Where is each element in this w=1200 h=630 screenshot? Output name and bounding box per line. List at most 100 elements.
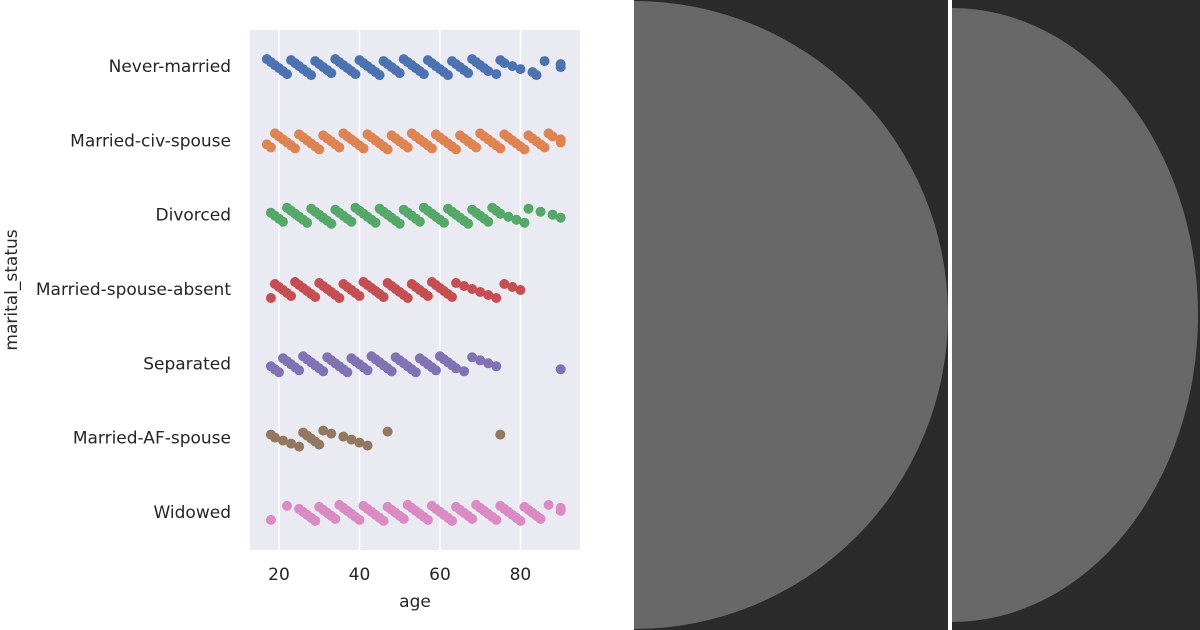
y-tick-label: Never-married (109, 57, 231, 77)
point (547, 209, 558, 220)
point (507, 282, 518, 292)
point (282, 500, 293, 511)
point (370, 217, 381, 228)
point (443, 70, 453, 81)
point (547, 131, 558, 142)
point (310, 292, 321, 302)
point (491, 293, 502, 303)
point (282, 69, 293, 80)
point (467, 284, 478, 294)
point (342, 367, 353, 378)
x-tick-label: 20 (268, 565, 290, 585)
point (354, 514, 365, 525)
point (294, 441, 305, 452)
x-tick-label: 80 (510, 565, 532, 585)
point (318, 366, 329, 377)
point (374, 70, 385, 81)
point (358, 143, 369, 154)
x-tick-label: 40 (349, 565, 371, 585)
point (330, 513, 341, 524)
point (410, 367, 421, 378)
point (503, 211, 514, 222)
point (555, 364, 566, 375)
point (338, 431, 349, 442)
y-tick-label: Separated (143, 354, 231, 374)
divider (948, 0, 952, 630)
point (495, 429, 506, 440)
point (265, 514, 276, 525)
point (294, 365, 305, 376)
point (459, 366, 470, 377)
point (273, 367, 284, 378)
point (318, 425, 329, 436)
point (394, 218, 405, 229)
point (382, 426, 393, 437)
point (286, 291, 297, 301)
point (362, 365, 373, 376)
point (426, 143, 437, 154)
point (302, 217, 313, 228)
point (346, 216, 357, 227)
point (402, 142, 413, 153)
point (382, 144, 393, 155)
point (310, 515, 321, 526)
point (539, 56, 550, 67)
half-circle (634, 1, 948, 629)
point (523, 203, 534, 214)
point (418, 69, 429, 80)
point (402, 293, 413, 303)
point (451, 144, 462, 155)
point (350, 69, 361, 80)
y-tick-label: Divorced (156, 206, 232, 226)
point (519, 217, 530, 228)
point (278, 435, 288, 446)
point (438, 217, 449, 228)
y-axis-label: marital_status (2, 229, 22, 350)
point (491, 514, 502, 525)
y-tick-label: Married-spouse-absent (36, 280, 231, 300)
point (555, 212, 566, 223)
point (306, 70, 317, 81)
point (378, 515, 389, 526)
point (286, 438, 297, 449)
point (475, 355, 486, 366)
point (555, 505, 566, 516)
point (378, 292, 389, 302)
point (269, 432, 280, 443)
point (515, 515, 526, 526)
point (555, 62, 566, 73)
point (451, 278, 462, 288)
point (483, 216, 494, 227)
point (463, 68, 474, 79)
point (326, 218, 337, 229)
point (519, 144, 530, 155)
point (326, 68, 337, 79)
point (394, 68, 405, 79)
point (314, 439, 325, 450)
y-tick-label: Married-AF-spouse (73, 429, 231, 449)
point (475, 287, 486, 297)
point (398, 513, 409, 524)
point (555, 137, 566, 148)
point (447, 292, 458, 302)
point (539, 142, 550, 153)
point (451, 363, 462, 374)
point (362, 440, 373, 451)
point (278, 216, 288, 227)
point (507, 61, 518, 72)
point (463, 218, 474, 229)
point (483, 358, 494, 369)
point (467, 513, 478, 524)
point (346, 434, 357, 445)
point (495, 208, 506, 219)
point (334, 142, 345, 153)
point (491, 69, 502, 80)
point (326, 428, 337, 439)
x-tick-label: 60 (429, 565, 451, 585)
point (386, 366, 397, 377)
point (290, 143, 301, 154)
point (491, 361, 502, 372)
point (511, 214, 522, 225)
point (515, 285, 526, 295)
half-circle (952, 8, 1198, 622)
